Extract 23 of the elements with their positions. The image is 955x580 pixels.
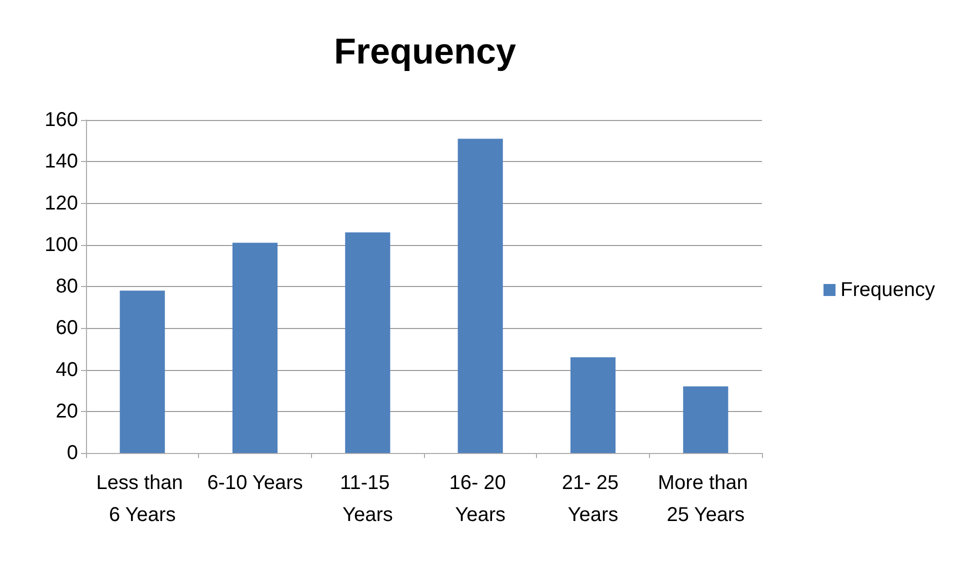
y-tick-label: 80 — [56, 276, 78, 298]
x-tick-label: 21- 25 Years — [562, 472, 624, 526]
bar — [570, 357, 616, 453]
x-tick-label: 11-15 Years — [340, 472, 396, 526]
bar — [683, 386, 728, 453]
chart-title: Frequency — [334, 30, 516, 72]
bar — [120, 290, 165, 453]
x-tick-label: 16- 20 Years — [449, 472, 512, 526]
y-tick-label: 160 — [44, 109, 78, 131]
x-tick-label: 6-10 Years — [207, 472, 303, 494]
y-tick-label: 120 — [44, 192, 78, 214]
x-tick-label: Less than 6 Years — [96, 472, 188, 526]
x-tick-label: More than 25 Years — [658, 472, 754, 526]
bar — [458, 138, 503, 453]
bar — [345, 232, 390, 453]
y-tick-label: 20 — [56, 400, 78, 422]
y-tick-label: 60 — [56, 317, 78, 340]
y-tick-label: 0 — [66, 442, 78, 464]
y-tick-label: 140 — [44, 150, 78, 173]
y-tick-label: 40 — [56, 358, 78, 381]
legend-label: Frequency — [840, 279, 936, 301]
bar — [232, 242, 278, 453]
y-tick-label: 100 — [44, 234, 78, 256]
